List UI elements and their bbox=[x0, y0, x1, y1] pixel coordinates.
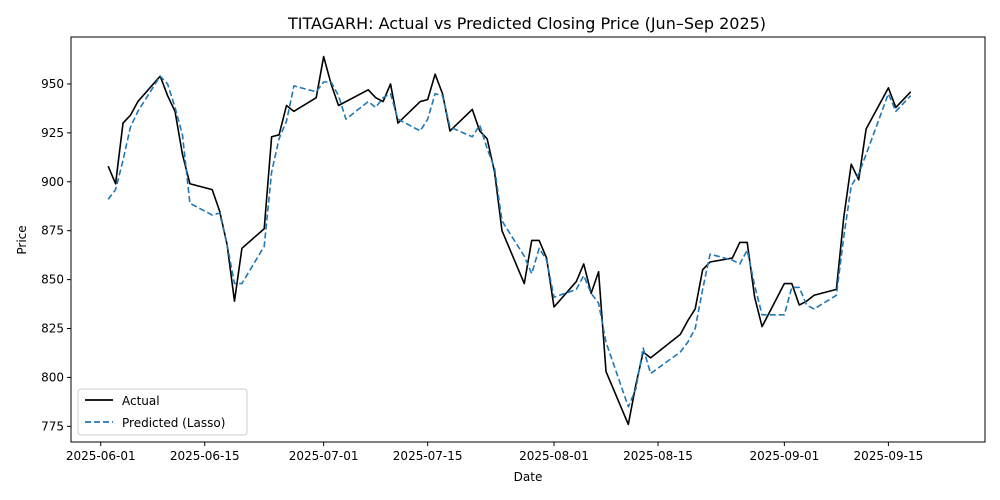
y-tick-label: 950 bbox=[41, 77, 64, 91]
series-line-actual bbox=[107, 55, 912, 426]
y-axis-label: Price bbox=[15, 225, 29, 254]
y-tick-label: 800 bbox=[41, 370, 64, 384]
legend-label-predicted: Predicted (Lasso) bbox=[122, 416, 225, 430]
legend-label-actual: Actual bbox=[122, 394, 160, 408]
x-axis-label: Date bbox=[514, 470, 543, 484]
y-tick-label: 875 bbox=[41, 224, 64, 238]
legend-box bbox=[77, 388, 248, 436]
y-tick-label: 925 bbox=[41, 126, 64, 140]
x-tick-label: 2025-08-01 bbox=[519, 449, 589, 463]
series-line-predicted bbox=[107, 75, 912, 408]
plot-area: 2025-06-01 2025-06-15 2025-07-01 2025-07-15… bbox=[41, 36, 986, 463]
y-axis: 775 800 825 850 875 900 925 950 bbox=[41, 77, 71, 433]
legend: Actual Predicted (Lasso) bbox=[77, 388, 248, 436]
x-tick-label: 2025-06-01 bbox=[66, 449, 136, 463]
x-tick-label: 2025-07-01 bbox=[289, 449, 359, 463]
chart-title: TITAGARH: Actual vs Predicted Closing Pr… bbox=[287, 14, 766, 33]
series-layer bbox=[107, 55, 912, 426]
x-tick-label: 2025-06-15 bbox=[170, 449, 240, 463]
x-tick-label: 2025-09-01 bbox=[749, 449, 819, 463]
y-tick-label: 900 bbox=[41, 175, 64, 189]
y-tick-label: 850 bbox=[41, 273, 64, 287]
y-tick-label: 825 bbox=[41, 322, 64, 336]
x-axis: 2025-06-01 2025-06-15 2025-07-01 2025-07-15… bbox=[66, 442, 923, 463]
y-tick-label: 775 bbox=[41, 419, 64, 433]
x-tick-label: 2025-09-15 bbox=[854, 449, 924, 463]
x-tick-label: 2025-07-15 bbox=[393, 449, 463, 463]
x-tick-label: 2025-08-15 bbox=[623, 449, 693, 463]
plot-frame bbox=[70, 36, 986, 443]
